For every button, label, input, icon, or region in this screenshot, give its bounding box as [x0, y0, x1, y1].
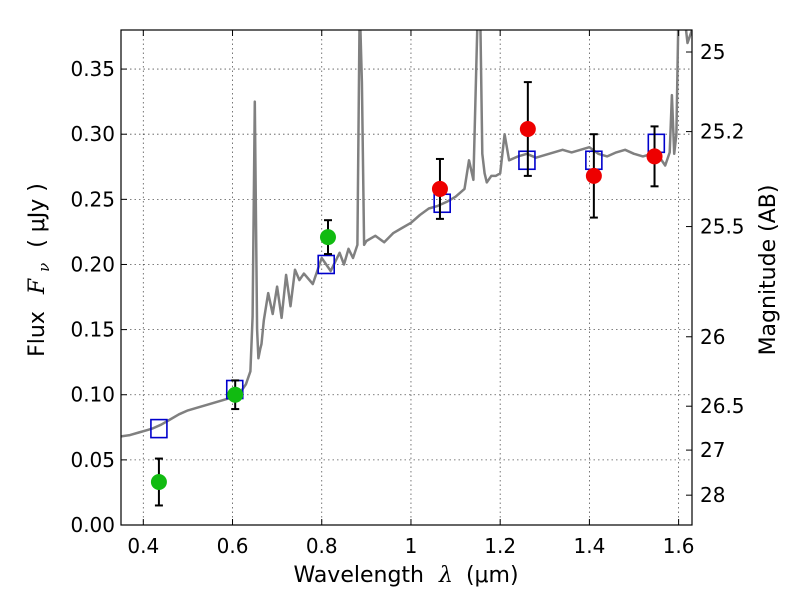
- y-tick-label-1: 0.05: [70, 448, 115, 472]
- x-tick-label-5: 1.4: [573, 534, 605, 558]
- model-bandpass-flux-marker-2: [317, 254, 336, 275]
- y2-tick-label-4: 26.5: [700, 394, 745, 418]
- y-axis-label-unit: ( μJy ): [25, 183, 50, 248]
- y-axis-label-symbol: F: [25, 278, 50, 295]
- x-axis-label-prefix: Wavelength: [293, 563, 424, 588]
- y-tick-label-6: 0.30: [70, 122, 115, 146]
- observed-nir-point-3: [646, 148, 663, 165]
- x-tick-label-6: 1.6: [663, 534, 695, 558]
- x-tick-label-2: 0.8: [306, 534, 338, 558]
- y-axis-label-prefix: Flux: [25, 311, 50, 357]
- x-axis-label-unit: (μm): [466, 563, 519, 588]
- x-tick-label-1: 0.6: [217, 534, 249, 558]
- plot-background: [121, 30, 692, 525]
- observed-optical-point-2: [319, 229, 336, 246]
- x-axis-label-symbol: λ: [438, 563, 453, 588]
- y2-tick-label-2: 25.5: [700, 215, 745, 239]
- x-tick-label-0: 0.4: [127, 534, 159, 558]
- y2-tick-label-1: 25.2: [700, 120, 745, 144]
- observed-nir-point-2: [585, 167, 602, 184]
- y-tick-label-3: 0.15: [70, 318, 115, 342]
- tick-layer: 0.4 0.6 0.8 1 1.2 1.4 1.6 0.00 0.05 0.10 0.15 0.20 0…: [70, 30, 745, 558]
- y-tick-label-5: 0.25: [70, 187, 115, 211]
- plot-frame: [120, 29, 693, 526]
- x-tick-label-4: 1.2: [484, 534, 516, 558]
- y-axis-label-subscript: ν: [35, 263, 53, 272]
- y-tick-label-7: 0.35: [70, 57, 115, 81]
- y-axis-label: Flux F ν ( μJy ): [25, 183, 55, 357]
- y2-tick-label-3: 26: [700, 325, 725, 349]
- y2-tick-label-6: 28: [700, 483, 725, 507]
- x-axis-label: Wavelength λ (μm): [293, 563, 518, 588]
- model-spectrum-line: [121, 30, 692, 438]
- y-tick-label-4: 0.20: [70, 252, 115, 276]
- y2-axis-label: Magnitude (AB): [756, 185, 781, 356]
- marker-layer: [150, 81, 666, 507]
- y-tick-label-2: 0.10: [70, 383, 115, 407]
- observed-nir-point-0: [431, 180, 448, 197]
- observed-optical-point-1: [227, 386, 244, 403]
- grid-lines: [121, 30, 692, 526]
- y2-tick-label-0: 25: [700, 40, 725, 64]
- model-bandpass-flux-marker-0: [150, 418, 168, 439]
- y2-tick-label-5: 27: [700, 438, 725, 462]
- observed-optical-point-0: [150, 474, 167, 491]
- y-tick-label-0: 0.00: [70, 513, 115, 537]
- observed-nir-point-1: [519, 121, 536, 137]
- data-layer: [121, 30, 692, 438]
- x-tick-label-3: 1: [405, 534, 418, 558]
